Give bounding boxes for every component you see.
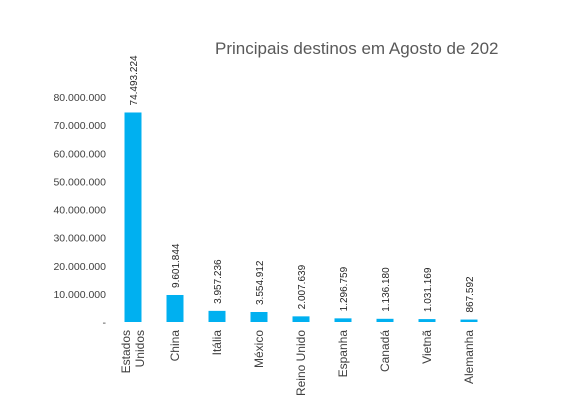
x-tick-label: China	[168, 330, 182, 362]
data-label: 2.007.639	[297, 264, 308, 309]
data-label: 867.592	[465, 276, 476, 313]
data-labels: 74.493.224 9.601.844 3.957.236 3.554.912 2.0…	[129, 55, 476, 313]
x-tick-label: Canadá	[378, 330, 392, 372]
data-label: 3.957.236	[213, 259, 224, 304]
x-tick-label-line: Vietnã	[420, 330, 434, 364]
y-tick-label: 80.000.000	[53, 92, 106, 104]
x-tick-label-line: México	[252, 330, 266, 368]
y-tick-label: -	[103, 317, 107, 329]
x-tick-label: Itália	[210, 330, 224, 356]
data-label: 9.601.844	[171, 243, 182, 288]
data-label: 1.031.169	[423, 267, 434, 312]
x-tick-label-line: Canadá	[378, 330, 392, 372]
x-tick-label-line: Unidos	[133, 330, 147, 367]
y-tick-label: 20.000.000	[53, 261, 106, 273]
x-tick-label: Vietnã	[420, 330, 434, 364]
x-tick-label-line: Reino Unido	[294, 330, 308, 396]
bar	[460, 319, 478, 322]
chart-title: Principais destinos em Agosto de 2020	[215, 39, 508, 58]
bar	[292, 316, 310, 322]
bar	[418, 319, 436, 322]
x-tick-label-line: Alemanha	[462, 330, 476, 384]
x-axis: Estados Unidos China Itália México Reino Unid…	[119, 330, 476, 396]
x-tick-label: Estados Unidos	[119, 330, 147, 373]
y-tick-label: 70.000.000	[53, 120, 106, 132]
y-tick-label: 50.000.000	[53, 176, 106, 188]
y-axis: - 10.000.000 20.000.000 30.000.000 40.000.00…	[53, 92, 106, 329]
x-tick-label: México	[252, 330, 266, 368]
bar	[334, 318, 352, 322]
y-tick-label: 60.000.000	[53, 148, 106, 160]
bar	[376, 318, 394, 322]
data-label: 1.136.180	[381, 267, 392, 312]
x-tick-label: Espanha	[336, 330, 350, 378]
x-tick-label-line: Espanha	[336, 330, 350, 378]
x-tick-label-line: Estados	[119, 330, 133, 373]
y-tick-label: 40.000.000	[53, 205, 106, 217]
x-tick-label-line: China	[168, 330, 182, 362]
x-tick-label-line: Itália	[210, 330, 224, 356]
data-label: 74.493.224	[129, 55, 140, 105]
bar	[166, 294, 184, 322]
data-label: 3.554.912	[255, 260, 266, 305]
x-tick-label: Alemanha	[462, 330, 476, 384]
y-tick-label: 30.000.000	[53, 233, 106, 245]
x-tick-label: Reino Unido	[294, 330, 308, 396]
data-label: 1.296.759	[339, 266, 350, 311]
y-tick-label: 10.000.000	[53, 289, 106, 301]
bar	[124, 112, 142, 322]
bar	[250, 312, 268, 322]
bar	[208, 310, 226, 322]
bar-series	[124, 112, 478, 322]
